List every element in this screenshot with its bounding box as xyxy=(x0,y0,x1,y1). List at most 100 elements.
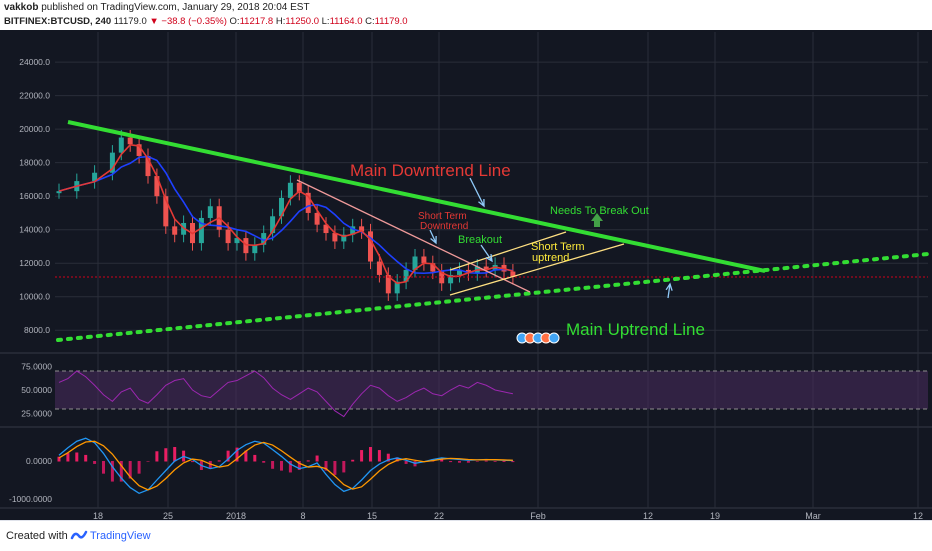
open-label: O: xyxy=(229,16,240,27)
macd-histogram-bar xyxy=(155,451,159,462)
rsi-line xyxy=(58,370,514,418)
label-short-term-uptrend-2: uptrend xyxy=(532,252,569,264)
label-short-term-uptrend-1: Short Term xyxy=(531,241,585,253)
tradingview-link[interactable]: TradingView xyxy=(90,530,151,542)
candle-body xyxy=(385,274,391,294)
macd-histogram-bar xyxy=(119,461,123,482)
price-tick-label: 12000.0 xyxy=(19,258,50,268)
macd-histogram-bar xyxy=(271,461,275,469)
time-tick-label: 19 xyxy=(710,511,720,520)
time-tick-label: 25 xyxy=(163,511,173,520)
macd-histogram-bar xyxy=(502,461,506,462)
event-badge-icon xyxy=(548,332,560,344)
chart-canvas[interactable]: 24000.0 22000.0 20000.0 18000.0 16000.0 14000… xyxy=(0,30,932,520)
time-tick-label: 18 xyxy=(93,511,103,520)
close-label: C: xyxy=(365,16,375,27)
rsi-band xyxy=(55,371,928,409)
price-tick-label: 10000.0 xyxy=(19,292,50,302)
macd-histogram-bar xyxy=(66,453,70,462)
macd-histogram-bar xyxy=(288,461,292,473)
macd-histogram-bar xyxy=(173,447,177,462)
arrow-to-uptrend-head xyxy=(665,282,673,291)
macd-histogram-bar xyxy=(440,459,444,462)
arrow-to-downtrend xyxy=(469,177,485,207)
candle-body xyxy=(252,244,258,254)
low-label: L: xyxy=(321,16,330,27)
macd-histogram-bar xyxy=(262,461,266,463)
time-axis: 18 25 2018 8 15 22 Feb 12 19 Mar 12 xyxy=(93,511,923,520)
candle-body xyxy=(287,182,293,198)
candle-body xyxy=(376,261,382,275)
rsi-indicator xyxy=(58,370,514,418)
candle-body xyxy=(109,152,115,173)
label-needs-to-break-out: Needs To Break Out xyxy=(550,205,649,217)
main-downtrend-line xyxy=(67,120,766,273)
macd-histogram-bar xyxy=(458,461,461,463)
time-tick-label: 8 xyxy=(300,511,305,520)
macd-histogram-bar xyxy=(342,461,346,473)
high-label: H: xyxy=(275,16,286,27)
macd-histogram-bar xyxy=(57,456,61,462)
macd-histogram-bar xyxy=(449,461,453,463)
macd-histogram-bar xyxy=(324,461,328,471)
high-value: 11250.0 xyxy=(285,16,319,27)
price-tick-label: 16000.0 xyxy=(19,191,50,201)
label-main-uptrend: Main Uptrend Line xyxy=(566,320,705,339)
time-tick-label: 15 xyxy=(367,511,377,520)
candle-body xyxy=(163,196,169,227)
chart-background xyxy=(0,30,932,520)
candles xyxy=(55,130,928,301)
price-axis: 24000.0 22000.0 20000.0 18000.0 16000.0 14000… xyxy=(19,57,50,335)
macd-histogram-bar xyxy=(84,454,88,462)
candle-body xyxy=(341,234,347,242)
candle-body xyxy=(350,226,356,235)
candle-body xyxy=(412,256,418,270)
label-short-term-downtrend-1: Short Term xyxy=(418,211,467,222)
symbol-info: BITFINEX:BTCUSD, 240 11179.0 ▼ −38.8 (−0… xyxy=(4,16,408,27)
arrow-to-short-downtrend xyxy=(429,229,437,244)
candle-body xyxy=(154,176,160,197)
main-uptrend-line xyxy=(56,252,930,342)
price-tick-label: 14000.0 xyxy=(19,225,50,235)
macd-histogram-bar xyxy=(93,461,97,464)
author-name[interactable]: vakkob xyxy=(4,2,39,13)
macd-histogram-bar xyxy=(110,461,114,482)
short-term-uptrend-top-line xyxy=(449,231,567,271)
macd-histogram-bar xyxy=(191,461,194,463)
candle-body xyxy=(234,238,240,244)
rsi-axis: 75.0000 50.0000 25.0000 xyxy=(21,361,52,418)
candle-body xyxy=(332,233,338,242)
macd-line xyxy=(58,437,513,495)
time-tick-label: Feb xyxy=(530,511,546,520)
rsi-tick-label: 50.0000 xyxy=(21,385,52,395)
moving-average-slow xyxy=(58,155,514,275)
candle-body xyxy=(145,155,151,177)
arrow-to-downtrend-head xyxy=(478,198,485,208)
candle-body xyxy=(430,263,436,272)
candle-body xyxy=(394,281,400,294)
candle-body xyxy=(323,224,329,234)
macd-histogram-bar xyxy=(493,461,497,462)
candle-body xyxy=(421,256,427,264)
candle-body xyxy=(465,269,471,274)
price-tick-label: 8000.0 xyxy=(24,325,50,335)
macd-histogram-bar xyxy=(395,457,399,462)
candle-body xyxy=(368,231,373,262)
candle-body xyxy=(403,269,409,282)
macd-histogram-bar xyxy=(208,461,212,469)
price-tick-label: 22000.0 xyxy=(19,91,50,101)
macd-histogram-bar xyxy=(377,450,381,462)
candle-body xyxy=(439,271,445,284)
tradingview-logo-icon[interactable] xyxy=(70,527,88,543)
time-tick-label: Mar xyxy=(805,511,821,520)
macd-histogram-bar xyxy=(217,460,221,462)
candle-body xyxy=(261,233,267,245)
macd-histogram-bar xyxy=(235,447,239,462)
candle-body xyxy=(279,197,284,217)
time-tick-label: 22 xyxy=(434,511,444,520)
macd-histogram-bar xyxy=(164,448,168,462)
published-text: published on TradingView.com, January 29… xyxy=(41,2,310,13)
candle-body xyxy=(118,137,124,153)
macd-signal-line xyxy=(58,440,513,491)
candle-body xyxy=(172,226,178,235)
